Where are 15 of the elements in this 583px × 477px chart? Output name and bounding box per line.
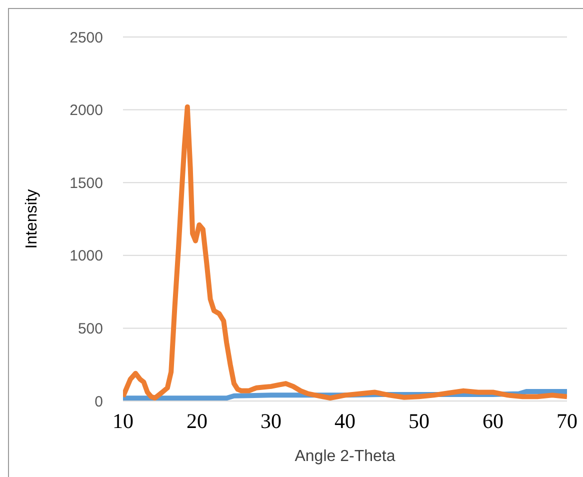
y-tick-label: 2500 [70,29,103,46]
y-tick-label: 1500 [70,174,103,192]
y-tick-label: 500 [78,320,103,338]
x-tick-label: 50 [408,408,430,433]
x-axis-title: Angle 2-Theta [294,448,396,465]
x-tick-label: 40 [334,408,356,433]
x-tick-label: 60 [482,408,504,433]
y-tick-label: 1000 [70,248,103,265]
y-tick-label: 2000 [70,102,103,120]
x-tick-label: 70 [556,408,578,433]
x-tick-label: 30 [260,408,282,433]
y-tick-label: 0 [94,393,103,410]
y-axis-title: Intensity [24,189,41,249]
x-tick-label: 20 [186,408,208,433]
x-tick-label: 10 [112,408,134,433]
